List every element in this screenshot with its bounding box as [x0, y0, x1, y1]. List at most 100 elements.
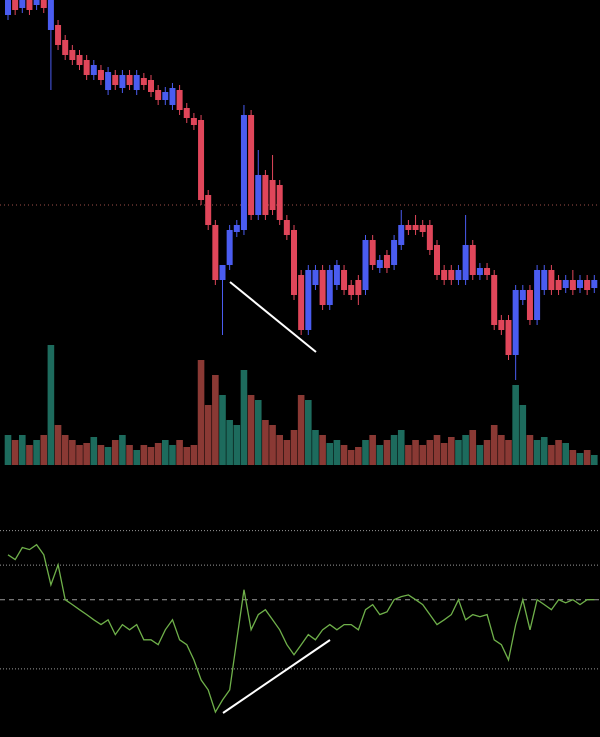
candle-body — [140, 78, 147, 85]
volume-bar — [133, 450, 140, 465]
volume-bar — [498, 435, 505, 465]
candle-body — [519, 290, 526, 300]
volume-bar — [355, 447, 362, 465]
volume-bar — [147, 447, 155, 465]
candle-body — [333, 265, 340, 285]
volume-bar — [476, 445, 484, 465]
candle-body — [148, 80, 154, 92]
candle-body — [312, 270, 319, 285]
candle-body — [62, 40, 69, 55]
volume-bar — [183, 447, 191, 465]
candle-body — [162, 92, 169, 100]
candle-body — [541, 270, 548, 290]
candle-body — [441, 270, 448, 280]
volume-bar — [269, 425, 276, 465]
volume-bar — [548, 445, 555, 465]
volume-bar — [11, 440, 19, 465]
volume-bar — [362, 440, 369, 465]
volume-bar — [490, 425, 498, 465]
candle-body — [255, 175, 262, 215]
candle-body — [5, 0, 11, 15]
candle-body — [155, 90, 162, 100]
candle-body — [90, 65, 97, 75]
volume-bar — [247, 395, 255, 465]
candle-body — [26, 0, 33, 10]
volume-bar — [4, 435, 12, 465]
volume-bar — [212, 375, 219, 465]
candle-body — [76, 55, 83, 65]
candle-body — [176, 90, 183, 110]
volume-bar — [297, 395, 305, 465]
candle-body — [305, 270, 312, 330]
volume-bar — [76, 445, 83, 465]
candle-body — [491, 275, 498, 325]
volume-bar — [333, 440, 341, 465]
volume-bar — [533, 440, 541, 465]
volume-bar — [526, 435, 534, 465]
volume-bar — [305, 400, 312, 465]
volume-bar — [240, 370, 248, 465]
candle-body — [341, 270, 348, 290]
candle-body — [455, 270, 462, 280]
volume-bar — [204, 405, 212, 465]
volume-bar — [505, 440, 512, 465]
volume-bar — [126, 445, 133, 465]
rsi-line — [7, 543, 595, 714]
volume-bar — [190, 445, 198, 465]
volume-bar — [97, 445, 105, 465]
volume-bar — [540, 437, 548, 465]
volume-bar — [519, 405, 527, 465]
candle-body — [484, 268, 491, 275]
candle-body — [97, 70, 104, 80]
candle-body — [19, 0, 26, 8]
volume-bar — [47, 345, 55, 465]
candle-body — [269, 180, 276, 210]
volume-bar — [140, 445, 148, 465]
candle-body — [562, 280, 569, 288]
volume-bar — [262, 420, 269, 465]
candle-body — [105, 72, 112, 90]
volume-bar — [169, 445, 176, 465]
candle-body — [505, 320, 512, 355]
candle-body — [205, 195, 212, 225]
candle-body — [383, 255, 390, 268]
volume-bar — [111, 440, 119, 465]
candle-body — [248, 115, 255, 215]
volume-bar — [569, 450, 577, 465]
candle-body — [348, 285, 355, 295]
volume-bar — [419, 445, 426, 465]
candle-body — [326, 270, 333, 305]
candle-body — [319, 270, 326, 305]
candle-body — [83, 60, 90, 75]
candle-body — [512, 290, 519, 355]
candle-body — [577, 280, 583, 288]
volume-bar — [469, 430, 477, 465]
candle-body — [591, 280, 598, 288]
candle-body — [12, 0, 19, 10]
candle-body — [291, 230, 297, 295]
volume-bar — [591, 455, 598, 465]
volume-bar — [483, 440, 491, 465]
candle-body — [391, 240, 398, 265]
volume-bar — [61, 435, 69, 465]
volume-bar — [233, 425, 241, 465]
volume-bar — [326, 443, 334, 465]
volume-bar — [176, 440, 183, 465]
volume-bar — [104, 447, 112, 465]
candle-body — [69, 50, 76, 60]
volume-bar — [462, 435, 469, 465]
volume-bar — [162, 440, 169, 465]
candle-body — [548, 270, 555, 290]
volume-bar — [290, 430, 298, 465]
candle-body — [40, 0, 47, 8]
candle-body — [448, 270, 455, 280]
candle-body — [569, 280, 576, 290]
candle-body — [298, 275, 305, 330]
candle-body — [355, 280, 362, 295]
volume-bar — [405, 445, 412, 465]
volume-bar — [433, 435, 441, 465]
volume-bar — [197, 360, 205, 465]
candle-body — [462, 245, 469, 280]
volume-bar — [254, 400, 262, 465]
